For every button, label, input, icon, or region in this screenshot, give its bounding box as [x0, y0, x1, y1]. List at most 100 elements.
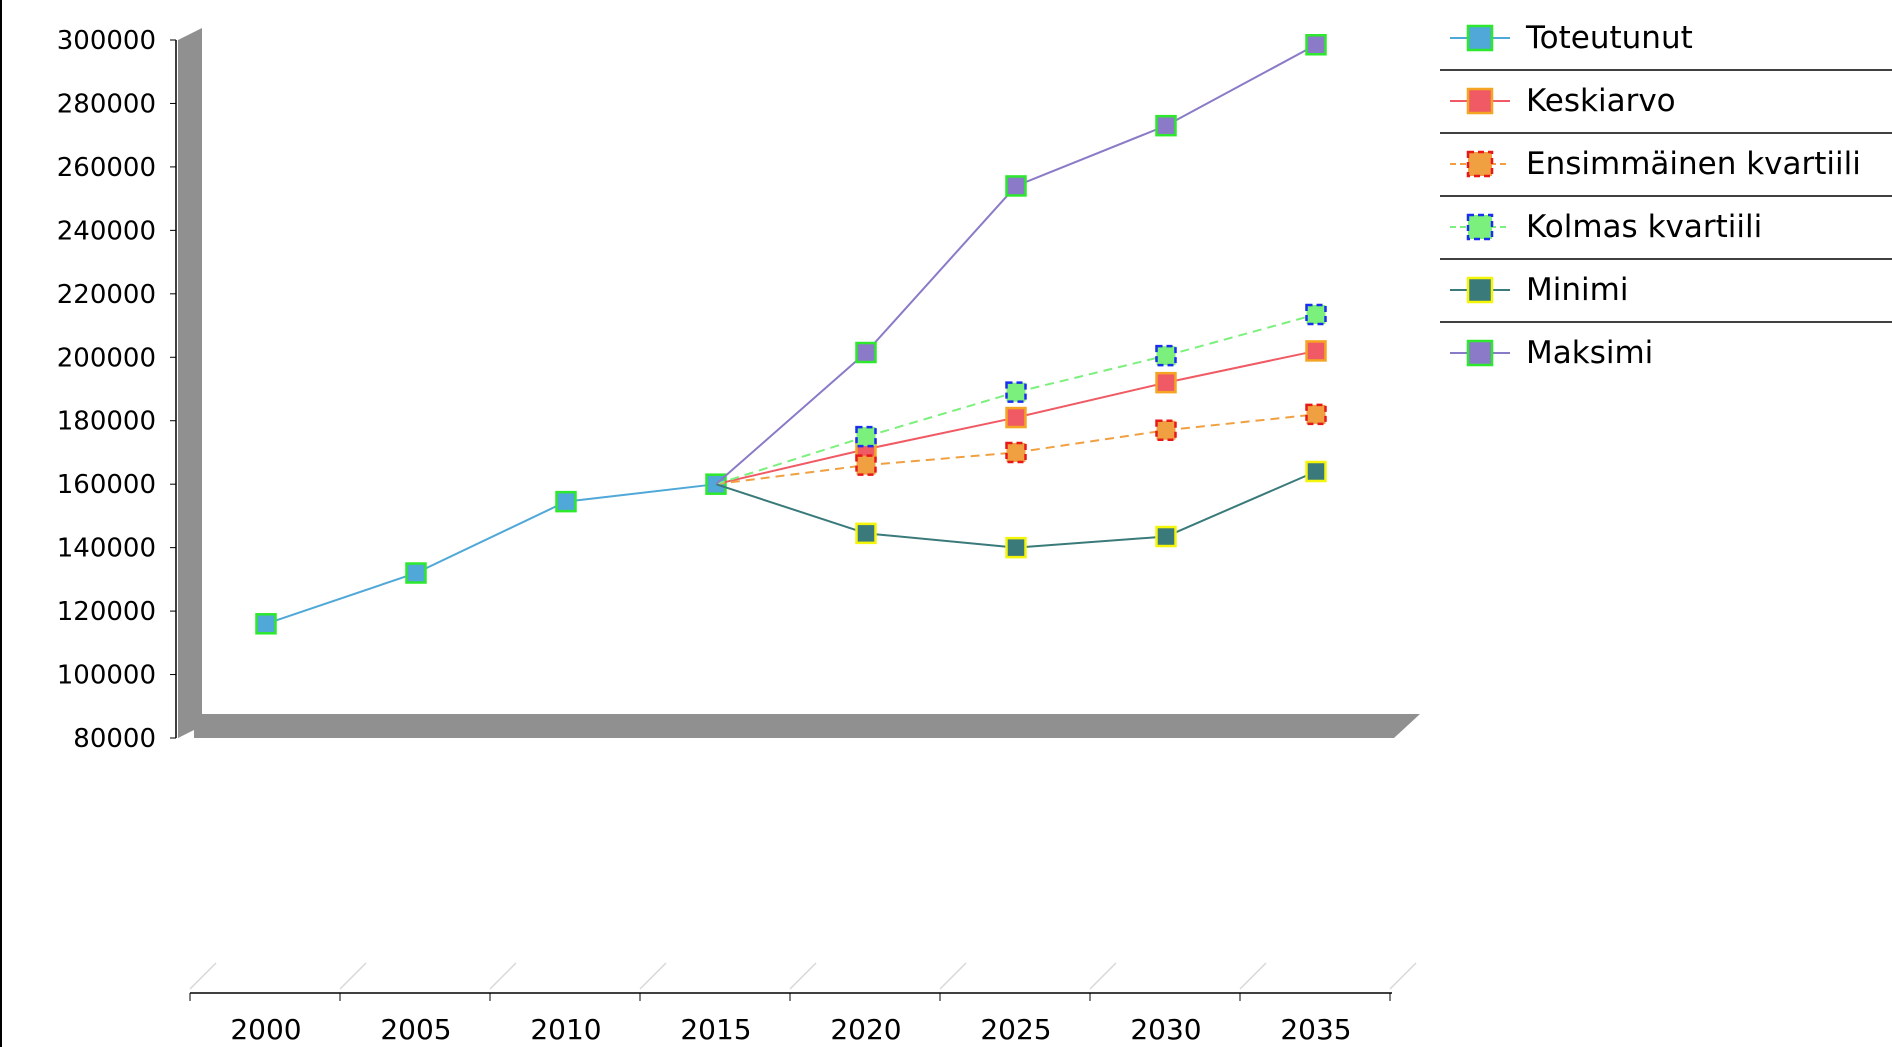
- legend-marker: [1466, 150, 1494, 178]
- series-line-segment: [865, 451, 1017, 467]
- series-line-segment: [715, 464, 867, 486]
- x-tick-label: 2020: [830, 1013, 901, 1046]
- data-point: [1005, 381, 1027, 403]
- legend-item: Kolmas kvartiili: [1440, 209, 1892, 260]
- data-point: [1305, 460, 1327, 483]
- y-tick-label: 100000: [57, 661, 156, 691]
- x-tick-label: 2030: [1130, 1013, 1201, 1046]
- legend-label: Ensimmäinen kvartiili: [1526, 146, 1861, 182]
- legend-marker: [1466, 276, 1494, 304]
- x-depth-gridline: [1389, 962, 1417, 990]
- x-depth-gridline: [339, 962, 367, 990]
- data-point: [1155, 371, 1177, 394]
- floor-wall: [194, 714, 1420, 738]
- data-point: [855, 522, 877, 545]
- legend-item: Keskiarvo: [1440, 83, 1892, 134]
- series-0: [255, 473, 727, 635]
- y-axis: 80000 100000 120000 140000 160000 180000 20000…: [57, 26, 177, 754]
- legend-item: Toteutunut: [1440, 20, 1892, 71]
- x-tick-label: 2000: [230, 1013, 301, 1046]
- legend-marker: [1466, 87, 1494, 115]
- y-tick-label: 120000: [57, 597, 156, 627]
- series-line-segment: [1015, 429, 1167, 454]
- series-line-segment: [1015, 535, 1167, 549]
- series-4: [715, 460, 1327, 559]
- series-line-segment: [1165, 349, 1317, 384]
- legend-marker: [1466, 24, 1494, 52]
- series-line-segment: [715, 448, 867, 486]
- data-point: [1305, 303, 1327, 326]
- series-line-segment: [865, 185, 1017, 354]
- y-tick-label: 300000: [57, 26, 156, 56]
- legend-item: Minimi: [1440, 272, 1892, 323]
- series-line-segment: [1165, 413, 1317, 432]
- y-tick-label: 200000: [57, 343, 156, 373]
- series-3: [715, 303, 1327, 486]
- x-tick-label: 2005: [380, 1013, 451, 1046]
- plot-area: [255, 34, 1327, 635]
- series-line-segment: [865, 532, 1017, 549]
- x-depth-gridline: [1089, 962, 1117, 990]
- x-tick-label: 2025: [980, 1013, 1051, 1046]
- y-tick-label: 240000: [57, 216, 156, 246]
- x-depth-gridline: [1239, 962, 1267, 990]
- legend-label: Keskiarvo: [1526, 83, 1676, 119]
- legend-label: Minimi: [1526, 272, 1628, 308]
- left-wall: [178, 28, 202, 738]
- y-tick-label: 260000: [57, 153, 156, 183]
- series-line-segment: [1165, 43, 1317, 127]
- data-point: [1155, 114, 1177, 137]
- x-axis: 2000 2005 2010 2015 2020 2025 2030 2035: [189, 962, 1417, 1046]
- data-point: [1155, 419, 1177, 441]
- series-line-segment: [715, 483, 867, 535]
- series-line-segment: [1165, 313, 1317, 357]
- series-line-segment: [865, 391, 1017, 438]
- legend-label: Toteutunut: [1525, 20, 1693, 56]
- data-point: [1155, 344, 1177, 367]
- data-point: [855, 425, 877, 448]
- data-point: [405, 562, 427, 584]
- legend-marker: [1466, 213, 1494, 241]
- series-line-segment: [1015, 354, 1167, 394]
- legend-item: Ensimmäinen kvartiili: [1440, 146, 1892, 197]
- series-5: [715, 34, 1327, 485]
- series-line-segment: [715, 435, 867, 486]
- y-tick-label: 160000: [57, 470, 156, 500]
- x-depth-gridline: [189, 962, 217, 990]
- series-line-segment: [265, 572, 417, 625]
- y-tick-label: 140000: [57, 534, 156, 564]
- series-line-segment: [715, 351, 867, 485]
- series-line-segment: [1165, 470, 1317, 538]
- legend: Toteutunut Keskiarvo Ensimmäinen kvartiili…: [1440, 20, 1892, 371]
- chart-3d-walls: [178, 28, 1420, 738]
- y-tick-label: 80000: [73, 724, 156, 754]
- x-tick-label: 2010: [530, 1013, 601, 1046]
- data-point: [1305, 340, 1327, 362]
- data-point: [1155, 525, 1177, 548]
- series-line-segment: [415, 500, 567, 574]
- data-point: [1305, 34, 1327, 56]
- legend-marker: [1466, 339, 1494, 367]
- x-tick-label: 2035: [1280, 1013, 1351, 1046]
- x-depth-gridline: [489, 962, 517, 990]
- series-line-segment: [1015, 124, 1167, 187]
- y-tick-label: 180000: [57, 407, 156, 437]
- data-point: [1005, 175, 1027, 197]
- series-2: [715, 403, 1327, 486]
- series-line-segment: [865, 416, 1017, 451]
- data-point: [555, 490, 577, 513]
- legend-item: Maksimi: [1450, 335, 1653, 371]
- y-tick-label: 220000: [57, 280, 156, 310]
- y-tick-label: 280000: [57, 89, 156, 119]
- legend-label: Kolmas kvartiili: [1526, 209, 1762, 245]
- data-point: [1005, 441, 1027, 464]
- x-depth-gridline: [639, 962, 667, 990]
- x-depth-gridline: [789, 962, 817, 990]
- data-point: [1005, 536, 1027, 559]
- data-point: [1305, 403, 1327, 426]
- x-tick-label: 2015: [680, 1013, 751, 1046]
- data-point: [255, 613, 277, 635]
- series-line-segment: [1015, 381, 1167, 419]
- series-line-segment: [565, 483, 717, 503]
